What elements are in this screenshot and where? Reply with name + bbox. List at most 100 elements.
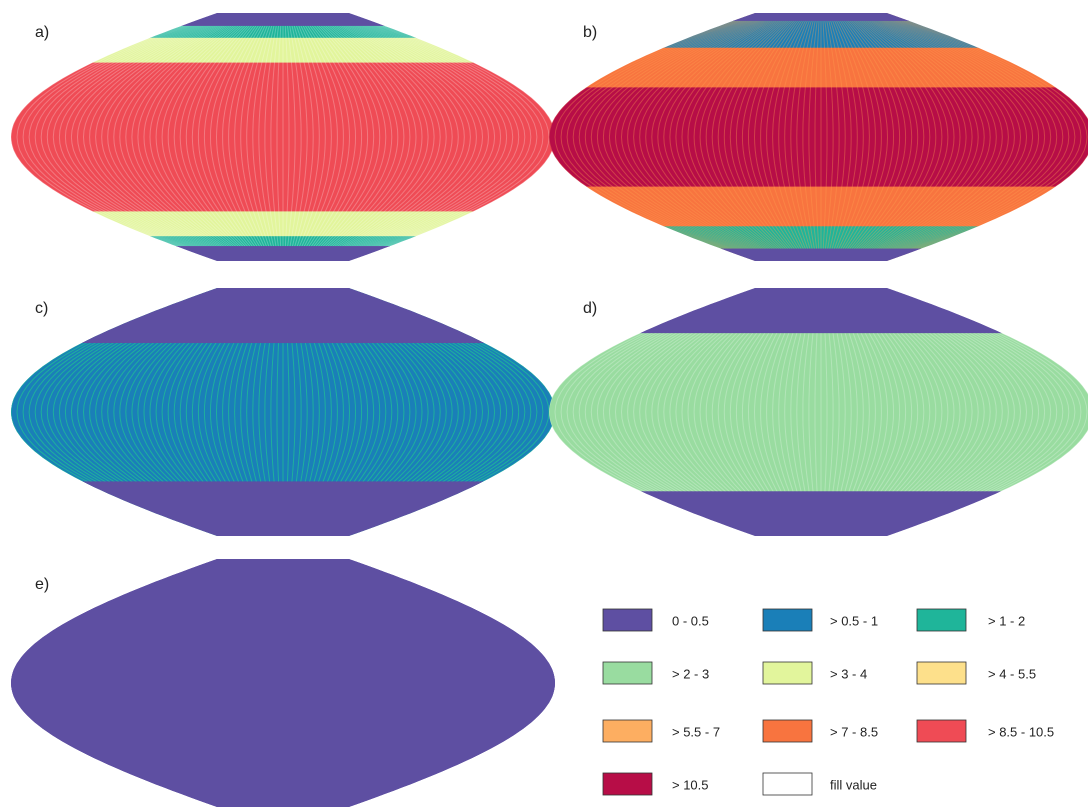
meridian bbox=[808, 13, 819, 261]
meridian bbox=[155, 13, 253, 261]
meridian bbox=[827, 13, 852, 261]
meridian bbox=[323, 13, 453, 261]
meridian bbox=[747, 13, 804, 261]
meridian bbox=[883, 13, 1082, 261]
meridian bbox=[687, 13, 790, 261]
meridian bbox=[303, 13, 369, 261]
meridian bbox=[784, 13, 813, 261]
meridian bbox=[300, 13, 357, 261]
map-band bbox=[549, 87, 1088, 188]
legend-label: > 8.5 - 10.5 bbox=[988, 724, 1054, 739]
meridian bbox=[341, 13, 526, 261]
meridian bbox=[289, 13, 314, 261]
meridian bbox=[209, 13, 266, 261]
meridian bbox=[823, 13, 834, 261]
meridian bbox=[855, 13, 967, 261]
meridian bbox=[185, 13, 260, 261]
meridian bbox=[22, 13, 221, 261]
legend-swatch bbox=[916, 608, 967, 632]
meridian bbox=[58, 13, 230, 261]
meridian bbox=[291, 13, 320, 261]
meridian bbox=[28, 13, 222, 261]
meridian bbox=[342, 13, 532, 261]
meridian bbox=[308, 13, 393, 261]
meridian bbox=[602, 13, 769, 261]
meridian bbox=[866, 13, 1009, 261]
meridian bbox=[870, 13, 1028, 261]
meridian bbox=[82, 13, 235, 261]
meridian bbox=[40, 13, 225, 261]
meridian bbox=[693, 13, 791, 261]
meridian bbox=[824, 13, 840, 261]
meridian bbox=[867, 13, 1015, 261]
meridian bbox=[95, 13, 238, 261]
meridian bbox=[137, 13, 249, 261]
meridian bbox=[307, 13, 387, 261]
meridian bbox=[863, 13, 997, 261]
meridian bbox=[143, 13, 250, 261]
map-panel bbox=[11, 559, 555, 807]
meridian bbox=[851, 13, 949, 261]
meridian bbox=[651, 13, 781, 261]
meridian bbox=[854, 13, 961, 261]
meridian bbox=[858, 13, 979, 261]
meridian bbox=[107, 13, 241, 261]
legend-label: > 7 - 8.5 bbox=[830, 724, 878, 739]
meridian bbox=[313, 13, 411, 261]
legend-swatch bbox=[762, 661, 813, 685]
meridian bbox=[336, 13, 508, 261]
meridian bbox=[845, 13, 925, 261]
map-cap bbox=[11, 288, 555, 344]
meridian bbox=[113, 13, 243, 261]
meridian bbox=[627, 13, 775, 261]
meridian bbox=[835, 13, 882, 261]
meridian bbox=[596, 13, 768, 261]
meridian bbox=[766, 13, 809, 261]
meridian bbox=[328, 13, 471, 261]
meridian bbox=[119, 13, 244, 261]
legend-label: fill value bbox=[830, 777, 877, 792]
meridian bbox=[149, 13, 252, 261]
meridian bbox=[320, 13, 441, 261]
meridian bbox=[584, 13, 765, 261]
meridian bbox=[234, 13, 272, 261]
legend-swatch bbox=[602, 719, 653, 743]
map-cap bbox=[549, 491, 1088, 536]
meridian bbox=[344, 13, 538, 261]
meridian bbox=[338, 13, 514, 261]
meridian bbox=[699, 13, 793, 261]
meridian bbox=[886, 13, 1088, 261]
meridian bbox=[723, 13, 798, 261]
meridian bbox=[284, 13, 290, 261]
legend-label: > 4 - 5.5 bbox=[988, 666, 1036, 681]
meridian bbox=[590, 13, 766, 261]
meridian bbox=[52, 13, 228, 261]
meridian bbox=[876, 13, 1052, 261]
legend-swatch bbox=[916, 661, 967, 685]
meridian bbox=[885, 13, 1088, 261]
meridian bbox=[861, 13, 991, 261]
map-cap bbox=[11, 559, 555, 807]
meridian bbox=[871, 13, 1034, 261]
meridian bbox=[240, 13, 274, 261]
map-cap bbox=[11, 481, 555, 536]
panel-label: e) bbox=[35, 576, 49, 593]
meridian bbox=[203, 13, 265, 261]
meridian bbox=[306, 13, 381, 261]
legend-label: > 1 - 2 bbox=[988, 613, 1025, 628]
meridian bbox=[348, 13, 555, 261]
map-cap bbox=[549, 248, 1088, 261]
map-cap bbox=[11, 13, 555, 26]
meridian bbox=[879, 13, 1064, 261]
meridian bbox=[76, 13, 234, 261]
meridian bbox=[741, 13, 803, 261]
meridian bbox=[572, 13, 762, 261]
meridian bbox=[711, 13, 796, 261]
meridian bbox=[295, 13, 338, 261]
meridian bbox=[339, 13, 520, 261]
meridian bbox=[46, 13, 227, 261]
meridian bbox=[345, 13, 544, 261]
meridian bbox=[778, 13, 812, 261]
meridian bbox=[264, 13, 280, 261]
